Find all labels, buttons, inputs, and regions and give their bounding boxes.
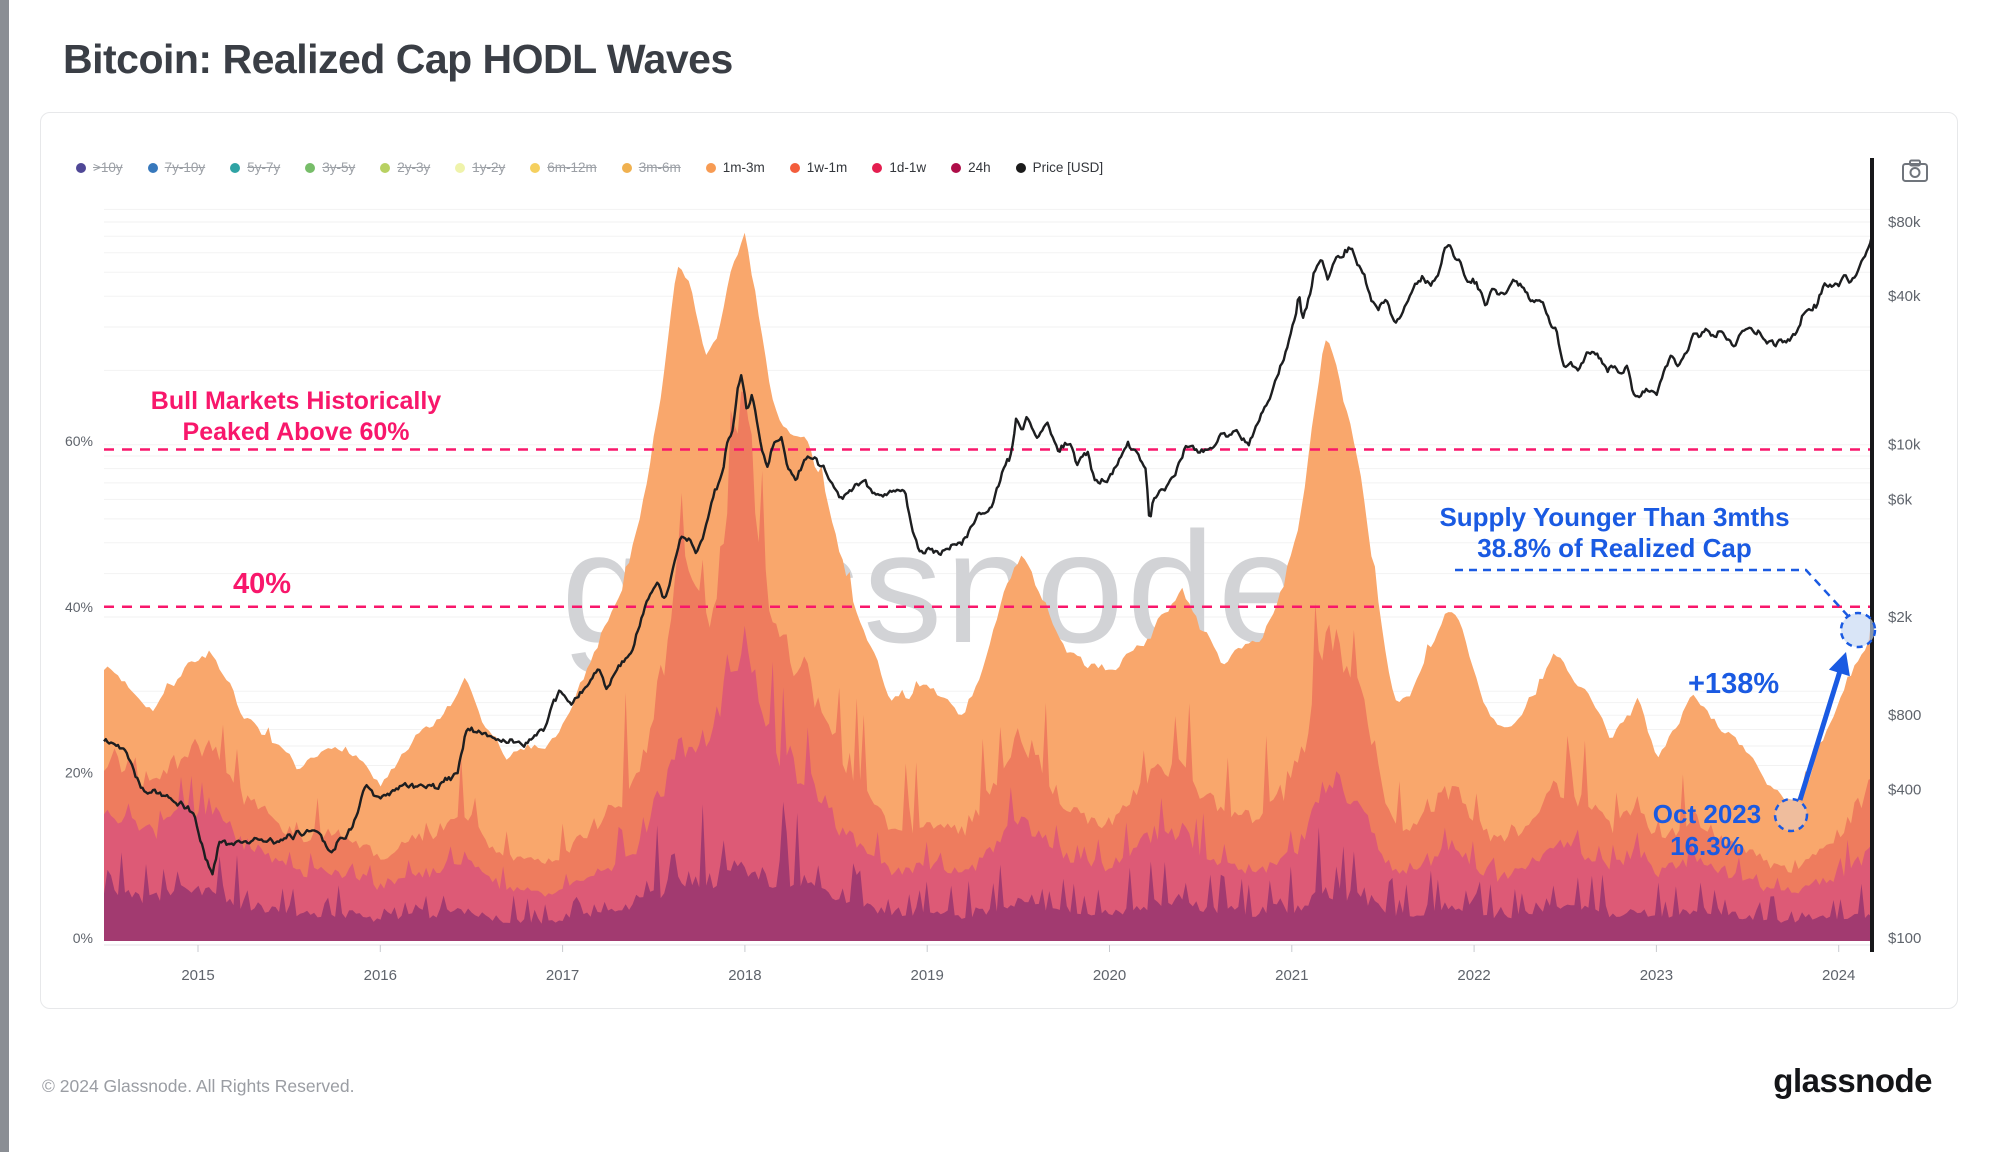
legend-dot bbox=[455, 162, 466, 173]
legend-dot bbox=[951, 162, 962, 173]
legend-label: 1d-1w bbox=[889, 160, 927, 175]
legend-label: 1w-1m bbox=[806, 160, 848, 175]
legend-label: 1m-3m bbox=[722, 160, 765, 175]
legend-item-5y-7y[interactable]: 5y-7y bbox=[230, 160, 280, 175]
legend-dot bbox=[305, 162, 316, 173]
chart-legend: >10y 7y-10y 5y-7y 3y-5y 2y-3y 1y-2y 6m-12m 3m-6… bbox=[76, 160, 1103, 175]
page-title: Bitcoin: Realized Cap HODL Waves bbox=[63, 36, 733, 82]
chart-card bbox=[40, 112, 1958, 1009]
legend-label: 3m-6m bbox=[638, 160, 681, 175]
legend-dot bbox=[1015, 162, 1026, 173]
legend-dot bbox=[789, 162, 800, 173]
camera-button[interactable] bbox=[1898, 156, 1932, 184]
legend-dot bbox=[705, 162, 716, 173]
legend-dot bbox=[230, 162, 241, 173]
glassnode-logo: glassnode bbox=[1773, 1062, 1932, 1099]
legend-label: 1y-2y bbox=[472, 160, 506, 175]
legend-item-1m-3m[interactable]: 1m-3m bbox=[705, 160, 765, 175]
window-edge bbox=[0, 0, 9, 1152]
legend-dot bbox=[872, 162, 883, 173]
legend-dot bbox=[621, 162, 632, 173]
legend-dot bbox=[380, 162, 391, 173]
legend-item-24h[interactable]: 24h bbox=[951, 160, 991, 175]
legend-item-2y-3y[interactable]: 2y-3y bbox=[380, 160, 430, 175]
legend-dot bbox=[76, 162, 86, 173]
legend-label: 24h bbox=[968, 160, 991, 175]
legend-item-price-usd-[interactable]: Price [USD] bbox=[1015, 160, 1104, 175]
legend-dot bbox=[147, 162, 158, 173]
legend-item--10y[interactable]: >10y bbox=[76, 160, 123, 175]
legend-label: 2y-3y bbox=[397, 160, 431, 175]
legend-item-3y-5y[interactable]: 3y-5y bbox=[305, 160, 355, 175]
legend-label: Price [USD] bbox=[1032, 160, 1104, 175]
legend-label: >10y bbox=[93, 160, 123, 175]
legend-dot bbox=[530, 162, 541, 173]
camera-icon bbox=[1902, 159, 1928, 182]
legend-item-1d-1w[interactable]: 1d-1w bbox=[872, 160, 926, 175]
legend-label: 5y-7y bbox=[247, 160, 281, 175]
legend-item-3m-6m[interactable]: 3m-6m bbox=[621, 160, 681, 175]
legend-item-7y-10y[interactable]: 7y-10y bbox=[147, 160, 206, 175]
legend-label: 3y-5y bbox=[322, 160, 356, 175]
legend-item-1y-2y[interactable]: 1y-2y bbox=[455, 160, 505, 175]
legend-label: 7y-10y bbox=[164, 160, 206, 175]
legend-item-6m-12m[interactable]: 6m-12m bbox=[530, 160, 597, 175]
legend-label: 6m-12m bbox=[547, 160, 597, 175]
legend-item-1w-1m[interactable]: 1w-1m bbox=[789, 160, 848, 175]
footer-copyright: © 2024 Glassnode. All Rights Reserved. bbox=[42, 1076, 355, 1096]
